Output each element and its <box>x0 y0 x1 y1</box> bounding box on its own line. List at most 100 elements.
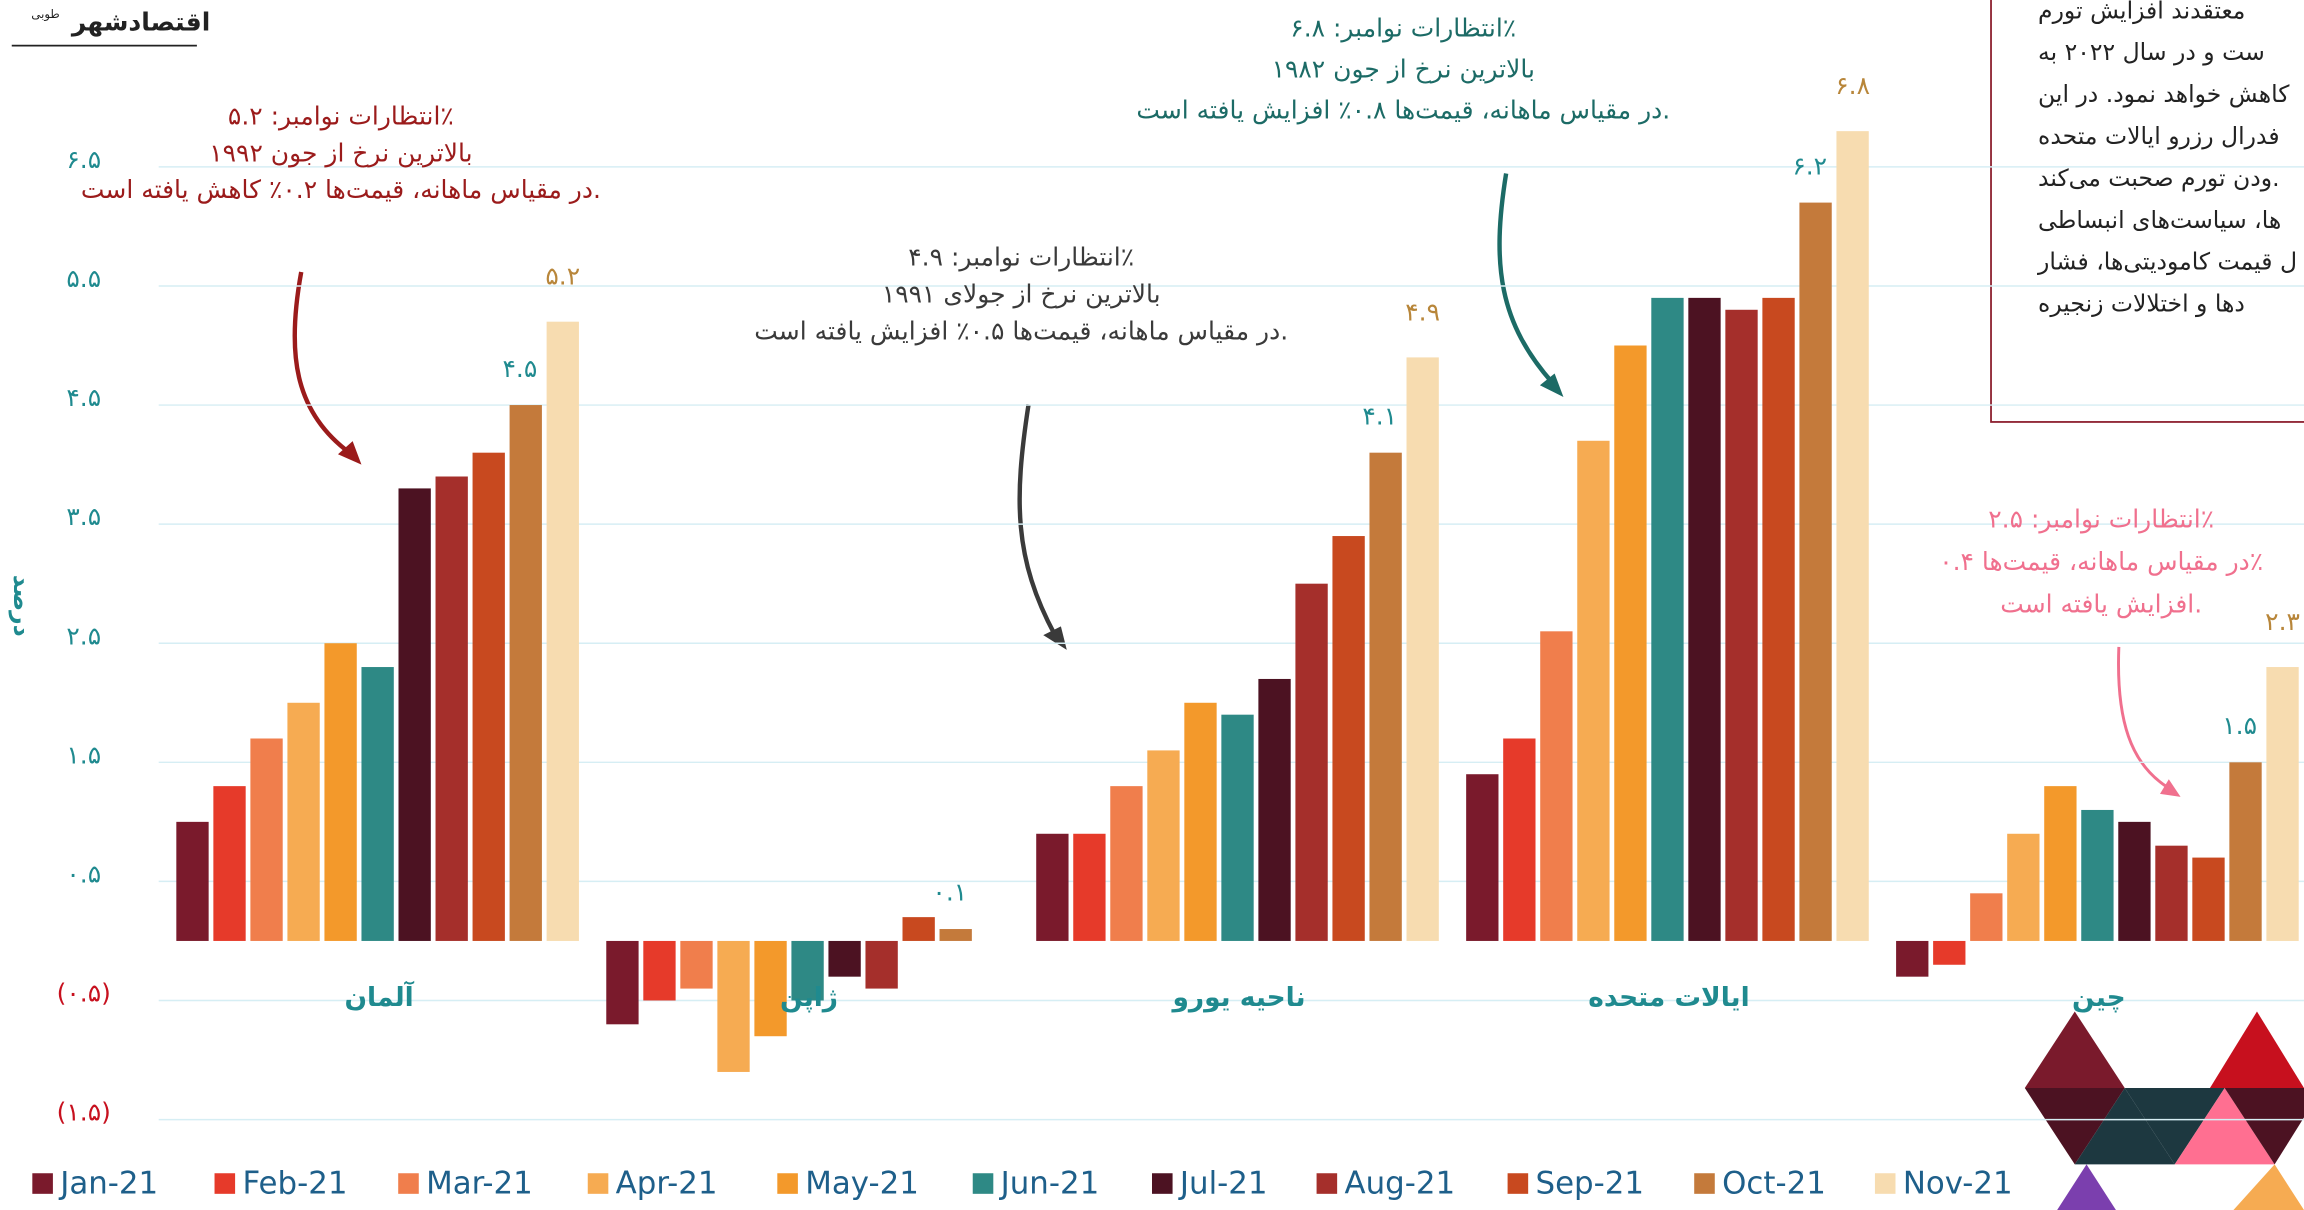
bar <box>1503 738 1536 941</box>
brand-sub: طوبی <box>31 7 59 22</box>
note-box <box>1990 0 2304 423</box>
note-text: دها و اختلالات زنجیره <box>2038 290 2245 318</box>
bar <box>1762 297 1795 941</box>
note-text: معتقدند افزایش تورم <box>2038 0 2245 24</box>
annotation: بالاترین نرخ از جون ۱۹۸۲ <box>1272 55 1535 84</box>
y-tick-label: ۰.۵ <box>66 860 101 889</box>
bar <box>1540 631 1573 941</box>
data-label: ۴.۵ <box>502 354 537 383</box>
bar <box>2044 786 2077 941</box>
bar <box>1614 345 1647 941</box>
data-label: ۲.۳ <box>2265 607 2300 636</box>
legend-label: Feb-21 <box>242 1166 347 1202</box>
bar <box>546 321 579 941</box>
data-label: ۰.۱ <box>932 878 967 907</box>
legend-swatch <box>1316 1173 1338 1194</box>
y-tick-label: ۶.۵ <box>66 145 101 174</box>
bar <box>754 940 787 1037</box>
y-tick-label: ۱.۵ <box>66 740 101 769</box>
legend-swatch <box>1874 1173 1896 1194</box>
bar <box>1036 833 1069 941</box>
legend-swatch <box>777 1173 798 1194</box>
bar <box>1651 297 1684 941</box>
bar <box>643 940 676 1001</box>
annotation: در مقیاس ماهانه، قیمت‌ها ۰.۴٪ <box>1939 547 2263 576</box>
bar <box>287 702 320 941</box>
bar <box>2118 821 2151 941</box>
bar <box>1896 940 1929 977</box>
annotation: انتظارات نوامبر: ۴.۹٪ <box>908 243 1134 272</box>
legend-swatch <box>1152 1173 1173 1194</box>
bar <box>1147 750 1180 941</box>
note-text: ها، سیاست‌های انبساطی <box>2038 206 2281 234</box>
bar <box>2192 857 2225 941</box>
bar <box>176 821 209 941</box>
bar <box>2081 809 2114 941</box>
note-text: ودن تورم صحبت می‌کند. <box>2038 164 2280 192</box>
annotation: افزایش یافته است. <box>2000 590 2202 619</box>
bar <box>1110 786 1143 941</box>
brand: اقتصادشهر <box>70 8 210 38</box>
bar <box>1933 940 1966 965</box>
bar <box>1369 452 1402 941</box>
data-label: ۶.۸ <box>1835 71 1870 100</box>
bar <box>1184 702 1217 941</box>
annotation: انتظارات نوامبر: ۲.۵٪ <box>1988 504 2214 533</box>
note-text: ست و در سال ۲۰۲۲ به <box>2038 38 2265 66</box>
data-label: ۴.۱ <box>1362 401 1397 430</box>
bar <box>1799 202 1832 941</box>
data-label: ۴.۹ <box>1405 297 1440 326</box>
legend-label: Aug-21 <box>1344 1166 1455 1202</box>
x-tick-label: ژاپن <box>780 982 838 1013</box>
legend-swatch <box>1694 1173 1715 1194</box>
annotation: در مقیاس ماهانه، قیمت‌ها ۰.۸٪ افزایش یاف… <box>1136 96 1670 125</box>
y-tick-label: ۲.۵ <box>66 621 101 650</box>
legend-swatch <box>1507 1173 1529 1194</box>
bar <box>472 452 505 941</box>
bar <box>435 476 468 941</box>
annotation: بالاترین نرخ از جون ۱۹۹۲ <box>209 138 472 167</box>
y-axis-label: درصد <box>8 575 36 637</box>
bar <box>939 929 972 941</box>
bar <box>2155 845 2188 941</box>
legend-swatch <box>398 1173 419 1194</box>
note-text: ل قیمت کامودیتی‌ها، فشار <box>2037 248 2297 276</box>
y-tick-label: ۳.۵ <box>66 502 101 531</box>
bar <box>1970 893 2003 941</box>
bar <box>606 940 639 1025</box>
y-tick-label: (۰.۵) <box>57 979 111 1008</box>
bar <box>865 940 898 989</box>
bar <box>1577 440 1610 941</box>
data-label: ۱.۵ <box>2222 711 2257 740</box>
y-tick-label: ۵.۵ <box>66 264 101 293</box>
annotation: در مقیاس ماهانه، قیمت‌ها ۰.۵٪ افزایش یاف… <box>754 316 1288 345</box>
bar <box>1295 583 1328 941</box>
legend-swatch <box>587 1173 609 1194</box>
bar <box>1725 309 1758 941</box>
annotation: بالاترین نرخ از جولای ۱۹۹۱ <box>882 280 1161 309</box>
bar <box>213 786 246 941</box>
legend-label: Jul-21 <box>1178 1166 1268 1202</box>
bar <box>1466 774 1499 941</box>
bar <box>1332 536 1365 941</box>
legend-label: Nov-21 <box>1903 1166 2013 1202</box>
legend-label: Apr-21 <box>616 1166 718 1202</box>
bar <box>717 940 750 1072</box>
bar <box>509 405 542 941</box>
x-tick-label: ناحیه یورو <box>1170 982 1305 1013</box>
bar <box>2229 762 2262 941</box>
annotation: انتظارات نوامبر: ۵.۲٪ <box>228 102 454 131</box>
bar <box>1258 678 1291 941</box>
bar <box>1836 131 1869 941</box>
bar <box>902 917 935 941</box>
data-label: ۶.۲ <box>1792 151 1827 180</box>
bar <box>1688 297 1721 941</box>
note-text: کاهش خواهد نمود. در این <box>2038 80 2290 108</box>
legend-label: Sep-21 <box>1536 1166 1645 1202</box>
bar <box>791 940 824 1001</box>
x-tick-label: چین <box>2072 982 2126 1013</box>
bar <box>828 940 861 977</box>
bar <box>1073 833 1106 941</box>
